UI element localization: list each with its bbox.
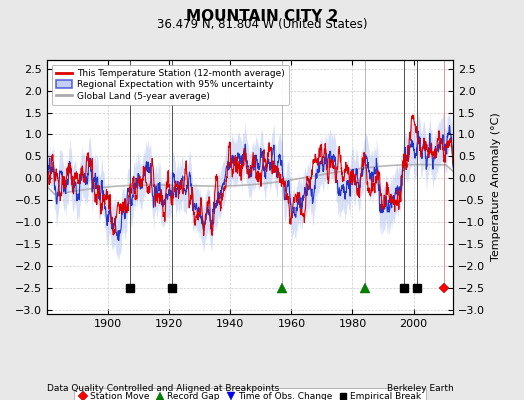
Legend: Station Move, Record Gap, Time of Obs. Change, Empirical Break: Station Move, Record Gap, Time of Obs. C… <box>74 388 426 400</box>
Y-axis label: Temperature Anomaly (°C): Temperature Anomaly (°C) <box>491 113 501 261</box>
Text: 36.479 N, 81.804 W (United States): 36.479 N, 81.804 W (United States) <box>157 18 367 31</box>
Text: MOUNTAIN CITY 2: MOUNTAIN CITY 2 <box>186 9 338 24</box>
Text: Berkeley Earth: Berkeley Earth <box>387 384 453 393</box>
Text: Data Quality Controlled and Aligned at Breakpoints: Data Quality Controlled and Aligned at B… <box>47 384 279 393</box>
